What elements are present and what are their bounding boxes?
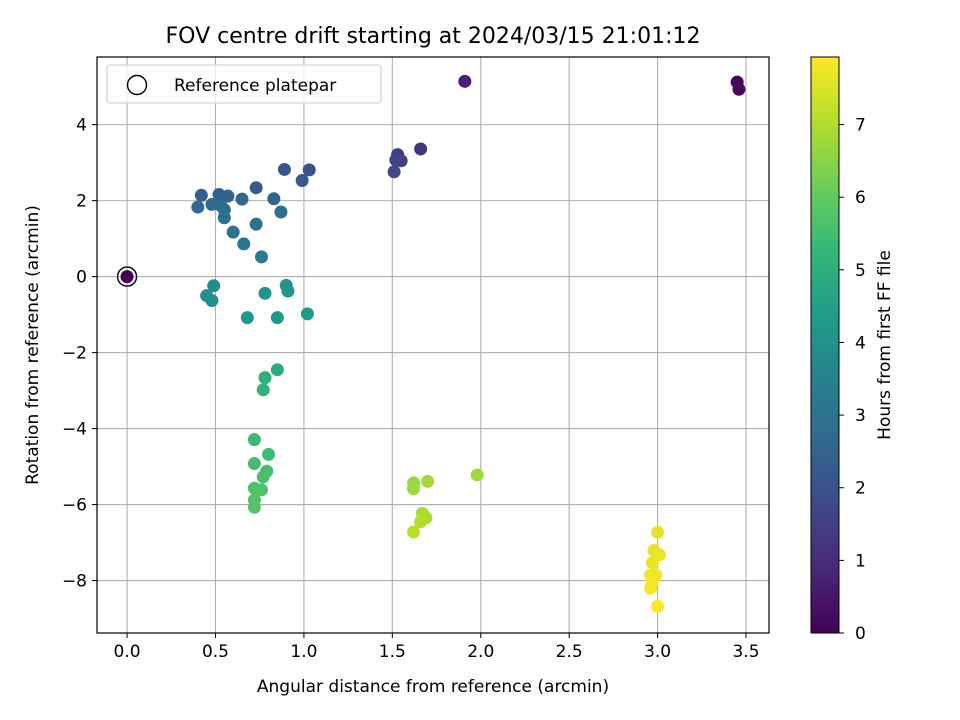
data-point xyxy=(281,284,295,298)
data-point xyxy=(247,500,261,514)
data-point xyxy=(407,525,421,539)
data-point xyxy=(470,468,484,482)
y-tick-label: −8 xyxy=(62,572,87,592)
x-tick-label: 2.5 xyxy=(556,642,583,662)
data-point xyxy=(270,311,284,325)
plot-frame xyxy=(96,56,770,634)
data-point xyxy=(237,237,251,251)
data-point xyxy=(194,188,208,202)
data-point xyxy=(191,200,205,214)
reference-platepar-marker xyxy=(116,266,138,287)
data-point xyxy=(302,163,316,177)
data-point xyxy=(247,457,261,471)
data-point xyxy=(414,515,428,529)
grid xyxy=(97,57,769,633)
colorbar-tick-label: 5 xyxy=(855,261,866,281)
y-axis-label: Rotation from reference (arcmin) xyxy=(23,205,43,485)
x-tick-label: 3.5 xyxy=(732,642,759,662)
data-point xyxy=(256,470,270,484)
data-point xyxy=(414,142,428,156)
data-point xyxy=(254,483,268,497)
y-tick-label: −2 xyxy=(62,344,87,364)
legend-box xyxy=(106,64,382,104)
data-point xyxy=(256,383,270,397)
x-tick-label: 2.0 xyxy=(467,642,494,662)
data-point xyxy=(226,225,240,239)
data-point xyxy=(407,482,421,496)
data-point xyxy=(207,279,221,293)
y-tick-label: −6 xyxy=(62,496,87,516)
data-point xyxy=(267,192,281,206)
data-point xyxy=(217,211,231,225)
data-point xyxy=(120,270,134,284)
y-tick-label: 4 xyxy=(76,116,87,136)
x-axis-label: Angular distance from reference (arcmin) xyxy=(257,677,609,697)
x-tick-label: 3.0 xyxy=(644,642,671,662)
data-point xyxy=(651,525,665,539)
legend-marker xyxy=(126,74,148,96)
data-point xyxy=(645,556,659,570)
data-point xyxy=(300,307,314,321)
data-point xyxy=(221,189,235,203)
data-point xyxy=(247,433,261,447)
x-tick-label: 1.5 xyxy=(379,642,406,662)
colorbar-tick-label: 3 xyxy=(855,406,866,426)
data-point xyxy=(421,474,435,488)
colorbar-tick-label: 2 xyxy=(855,479,866,499)
data-point xyxy=(235,192,249,206)
y-tick-label: 2 xyxy=(76,192,87,212)
legend-label: Reference platepar xyxy=(174,76,336,96)
x-tick-label: 0.0 xyxy=(114,642,141,662)
legend: Reference platepar xyxy=(106,64,382,104)
data-point xyxy=(205,294,219,308)
data-point xyxy=(277,162,291,176)
data-point xyxy=(295,173,309,187)
colorbar-gradient xyxy=(810,56,840,634)
y-axis-ticks: −8 −6 −4 −2 0 2 4 xyxy=(62,116,97,592)
data-point xyxy=(258,371,272,385)
data-point xyxy=(274,205,288,219)
data-point xyxy=(651,599,665,613)
colorbar-tick-label: 6 xyxy=(855,188,866,208)
chart-title: FOV centre drift starting at 2024/03/15 … xyxy=(166,24,701,49)
data-point xyxy=(254,250,268,264)
data-point xyxy=(644,581,658,595)
data-point xyxy=(387,165,401,179)
x-tick-label: 1.0 xyxy=(290,642,317,662)
colorbar-label: Hours from first FF file xyxy=(875,250,895,440)
data-point xyxy=(249,217,263,231)
x-axis-ticks: 0.0 0.5 1.0 1.5 2.0 2.5 3.0 3.5 xyxy=(114,633,760,662)
data-point xyxy=(258,286,272,300)
colorbar-tick-label: 4 xyxy=(855,333,866,353)
y-tick-label: −4 xyxy=(62,420,87,440)
data-point xyxy=(262,447,276,461)
colorbar-tick-label: 7 xyxy=(855,116,866,136)
data-point xyxy=(389,153,403,167)
colorbar-ticks: 0 1 2 3 4 5 6 7 xyxy=(839,116,866,644)
data-point xyxy=(270,363,284,377)
colorbar: 0 1 2 3 4 5 6 7 Hours from first FF file xyxy=(810,56,895,644)
data-point xyxy=(732,82,746,96)
y-tick-label: 0 xyxy=(76,268,87,288)
data-point xyxy=(240,311,254,325)
colorbar-tick-label: 1 xyxy=(855,551,866,571)
colorbar-tick-label: 0 xyxy=(855,624,866,644)
data-point xyxy=(249,181,263,195)
data-point xyxy=(458,74,472,88)
data-points xyxy=(116,74,746,613)
x-tick-label: 0.5 xyxy=(202,642,229,662)
